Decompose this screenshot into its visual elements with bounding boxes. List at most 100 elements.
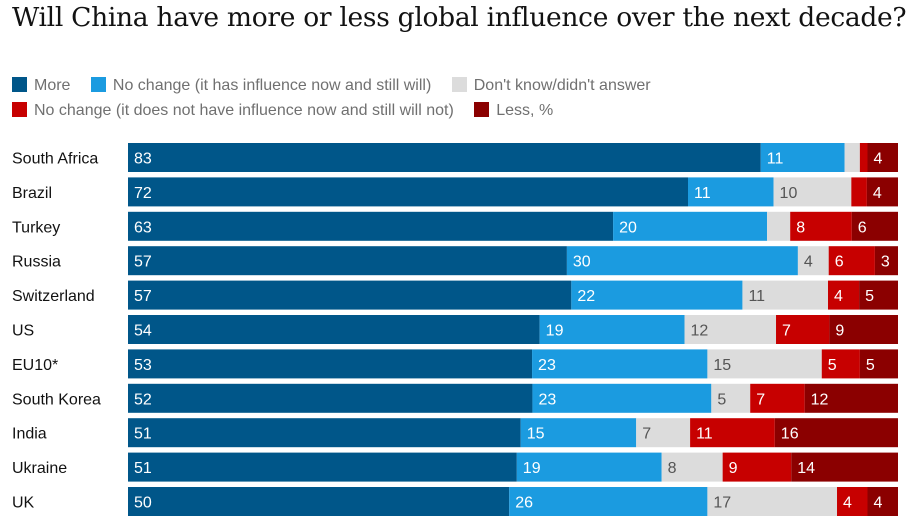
data-label-russia-more: 57 xyxy=(134,254,152,271)
category-label-russia: Russia xyxy=(12,254,61,271)
bar-russia-more xyxy=(128,246,567,276)
bar-brazil-less xyxy=(866,177,898,207)
data-label-uk-don-t-know-didn-t-answer: 17 xyxy=(713,495,731,512)
bar-turkey-no-change-it-has-influence-now-and-still-will xyxy=(613,211,768,241)
legend-label-more: More xyxy=(34,77,71,94)
category-label-india: India xyxy=(12,426,47,443)
data-label-ukraine-more: 51 xyxy=(134,460,152,477)
bar-eu10-no-change-it-has-influence-now-and-still-will xyxy=(532,349,708,379)
bar-south-korea-less xyxy=(804,383,898,413)
bar-russia-no-change-it-does-not-have-influence-now-and-still-will-not xyxy=(828,246,875,276)
bar-switzerland-no-change-it-does-not-have-influence-now-and-still-will-not xyxy=(828,280,860,310)
bar-south-korea-don-t-know-didn-t-answer xyxy=(711,383,751,413)
legend-item-no-change-has-influence: No change (it has influence now and stil… xyxy=(90,73,432,98)
bar-eu10-less xyxy=(859,349,898,379)
bar-russia-no-change-it-has-influence-now-and-still-will xyxy=(566,246,798,276)
data-label-turkey-less: 6 xyxy=(858,219,867,236)
bar-brazil-more xyxy=(128,177,688,207)
bar-south-africa-no-change-it-has-influence-now-and-still-will xyxy=(760,143,845,172)
bar-ukraine-more xyxy=(128,452,517,482)
chart-title: Will China have more or less global infl… xyxy=(12,2,907,33)
data-label-eu10-more: 53 xyxy=(134,357,152,374)
bar-uk-no-change-it-has-influence-now-and-still-will xyxy=(509,487,708,516)
data-label-turkey-no-change-it-has-influence-now-and-still-will: 20 xyxy=(619,219,637,236)
data-label-eu10-no-change-it-has-influence-now-and-still-will: 23 xyxy=(538,357,556,374)
legend-swatch-less xyxy=(474,102,490,117)
bar-south-korea-no-change-it-has-influence-now-and-still-will xyxy=(532,383,712,413)
data-label-us-more: 54 xyxy=(134,323,152,340)
bar-south-africa-don-t-know-didn-t-answer xyxy=(844,143,860,172)
bar-turkey-more xyxy=(128,211,614,241)
bar-south-africa-no-change-it-does-not-have-influence-now-and-still-will-not xyxy=(859,143,868,172)
category-label-ukraine: Ukraine xyxy=(12,460,67,477)
data-label-india-no-change-it-does-not-have-influence-now-and-still-will-not: 11 xyxy=(696,426,713,443)
data-label-russia-no-change-it-does-not-have-influence-now-and-still-will-not: 6 xyxy=(835,254,844,271)
data-label-switzerland-no-change-it-does-not-have-influence-now-and-still-will-not: 4 xyxy=(834,288,843,305)
bar-india-more xyxy=(128,418,521,448)
data-label-switzerland-no-change-it-has-influence-now-and-still-will: 22 xyxy=(577,288,595,305)
data-label-uk-less: 4 xyxy=(874,495,883,512)
data-label-turkey-no-change-it-does-not-have-influence-now-and-still-will-not: 8 xyxy=(796,219,805,236)
data-label-south-korea-no-change-it-has-influence-now-and-still-will: 23 xyxy=(538,391,556,408)
legend-item-dont-know: Don't know/didn't answer xyxy=(451,73,651,98)
data-label-switzerland-don-t-know-didn-t-answer: 11 xyxy=(748,288,765,305)
data-label-india-less: 16 xyxy=(781,426,799,443)
bar-eu10-more xyxy=(128,349,533,379)
data-label-ukraine-no-change-it-has-influence-now-and-still-will: 19 xyxy=(523,460,541,477)
data-label-russia-don-t-know-didn-t-answer: 4 xyxy=(804,254,813,271)
bar-us-no-change-it-does-not-have-influence-now-and-still-will-not xyxy=(776,315,830,344)
data-label-south-africa-more: 83 xyxy=(134,151,152,168)
legend-label-no-change-no-influence: No change (it does not have influence no… xyxy=(34,102,454,119)
data-label-us-less: 9 xyxy=(835,323,844,340)
legend-item-more: More xyxy=(12,73,70,98)
bar-russia-less xyxy=(874,246,898,276)
bar-eu10-no-change-it-does-not-have-influence-now-and-still-will-not xyxy=(821,349,860,379)
data-label-south-korea-no-change-it-does-not-have-influence-now-and-still-will-not: 7 xyxy=(756,391,765,408)
bar-switzerland-no-change-it-has-influence-now-and-still-will xyxy=(571,280,743,310)
data-label-india-don-t-know-didn-t-answer: 7 xyxy=(642,426,651,443)
category-label-turkey: Turkey xyxy=(12,219,60,236)
bar-india-don-t-know-didn-t-answer xyxy=(636,418,691,448)
data-label-brazil-less: 4 xyxy=(873,185,882,202)
bar-india-no-change-it-does-not-have-influence-now-and-still-will-not xyxy=(690,418,775,448)
data-label-south-africa-no-change-it-has-influence-now-and-still-will: 11 xyxy=(767,151,784,168)
data-label-india-no-change-it-has-influence-now-and-still-will: 15 xyxy=(527,426,545,443)
bar-ukraine-don-t-know-didn-t-answer xyxy=(661,452,723,482)
legend-swatch-dont-know xyxy=(451,77,467,92)
data-label-eu10-don-t-know-didn-t-answer: 15 xyxy=(713,357,731,374)
legend-label-no-change-has-influence: No change (it has influence now and stil… xyxy=(112,77,432,94)
data-label-uk-no-change-it-does-not-have-influence-now-and-still-will-not: 4 xyxy=(843,495,852,512)
bar-brazil-no-change-it-has-influence-now-and-still-will xyxy=(688,177,774,207)
data-label-south-korea-more: 52 xyxy=(134,391,152,408)
bar-brazil-don-t-know-didn-t-answer xyxy=(773,177,852,207)
category-label-uk: UK xyxy=(12,495,35,512)
legend: More No change (it has influence now and… xyxy=(12,73,912,123)
legend-swatch-no-change-no-influence xyxy=(12,102,27,117)
bar-uk-no-change-it-does-not-have-influence-now-and-still-will-not xyxy=(837,487,868,516)
bar-uk-don-t-know-didn-t-answer xyxy=(707,487,838,516)
data-label-ukraine-less: 14 xyxy=(797,460,815,477)
bar-switzerland-don-t-know-didn-t-answer xyxy=(742,280,828,310)
bar-south-korea-no-change-it-does-not-have-influence-now-and-still-will-not xyxy=(750,383,805,413)
data-label-switzerland-less: 5 xyxy=(865,288,874,305)
data-label-south-africa-less: 4 xyxy=(874,151,883,168)
bar-us-don-t-know-didn-t-answer xyxy=(684,315,777,344)
category-label-switzerland: Switzerland xyxy=(12,288,95,305)
bar-turkey-don-t-know-didn-t-answer xyxy=(767,211,791,241)
bar-brazil-no-change-it-does-not-have-influence-now-and-still-will-not xyxy=(851,177,867,207)
data-label-india-more: 51 xyxy=(134,426,152,443)
data-label-ukraine-don-t-know-didn-t-answer: 8 xyxy=(668,460,677,477)
data-label-ukraine-no-change-it-does-not-have-influence-now-and-still-will-not: 9 xyxy=(729,460,738,477)
legend-swatch-no-change-has-influence xyxy=(90,77,106,92)
bar-uk-less xyxy=(867,487,898,516)
legend-label-less: Less, % xyxy=(496,102,554,119)
bar-turkey-less xyxy=(851,211,898,241)
data-label-eu10-less: 5 xyxy=(866,357,875,374)
bar-south-africa-less xyxy=(867,143,898,172)
data-label-russia-less: 3 xyxy=(881,254,890,271)
data-label-uk-more: 50 xyxy=(134,495,152,512)
data-label-brazil-more: 72 xyxy=(134,185,152,202)
legend-label-dont-know: Don't know/didn't answer xyxy=(473,77,651,94)
data-label-brazil-don-t-know-didn-t-answer: 10 xyxy=(780,185,798,202)
